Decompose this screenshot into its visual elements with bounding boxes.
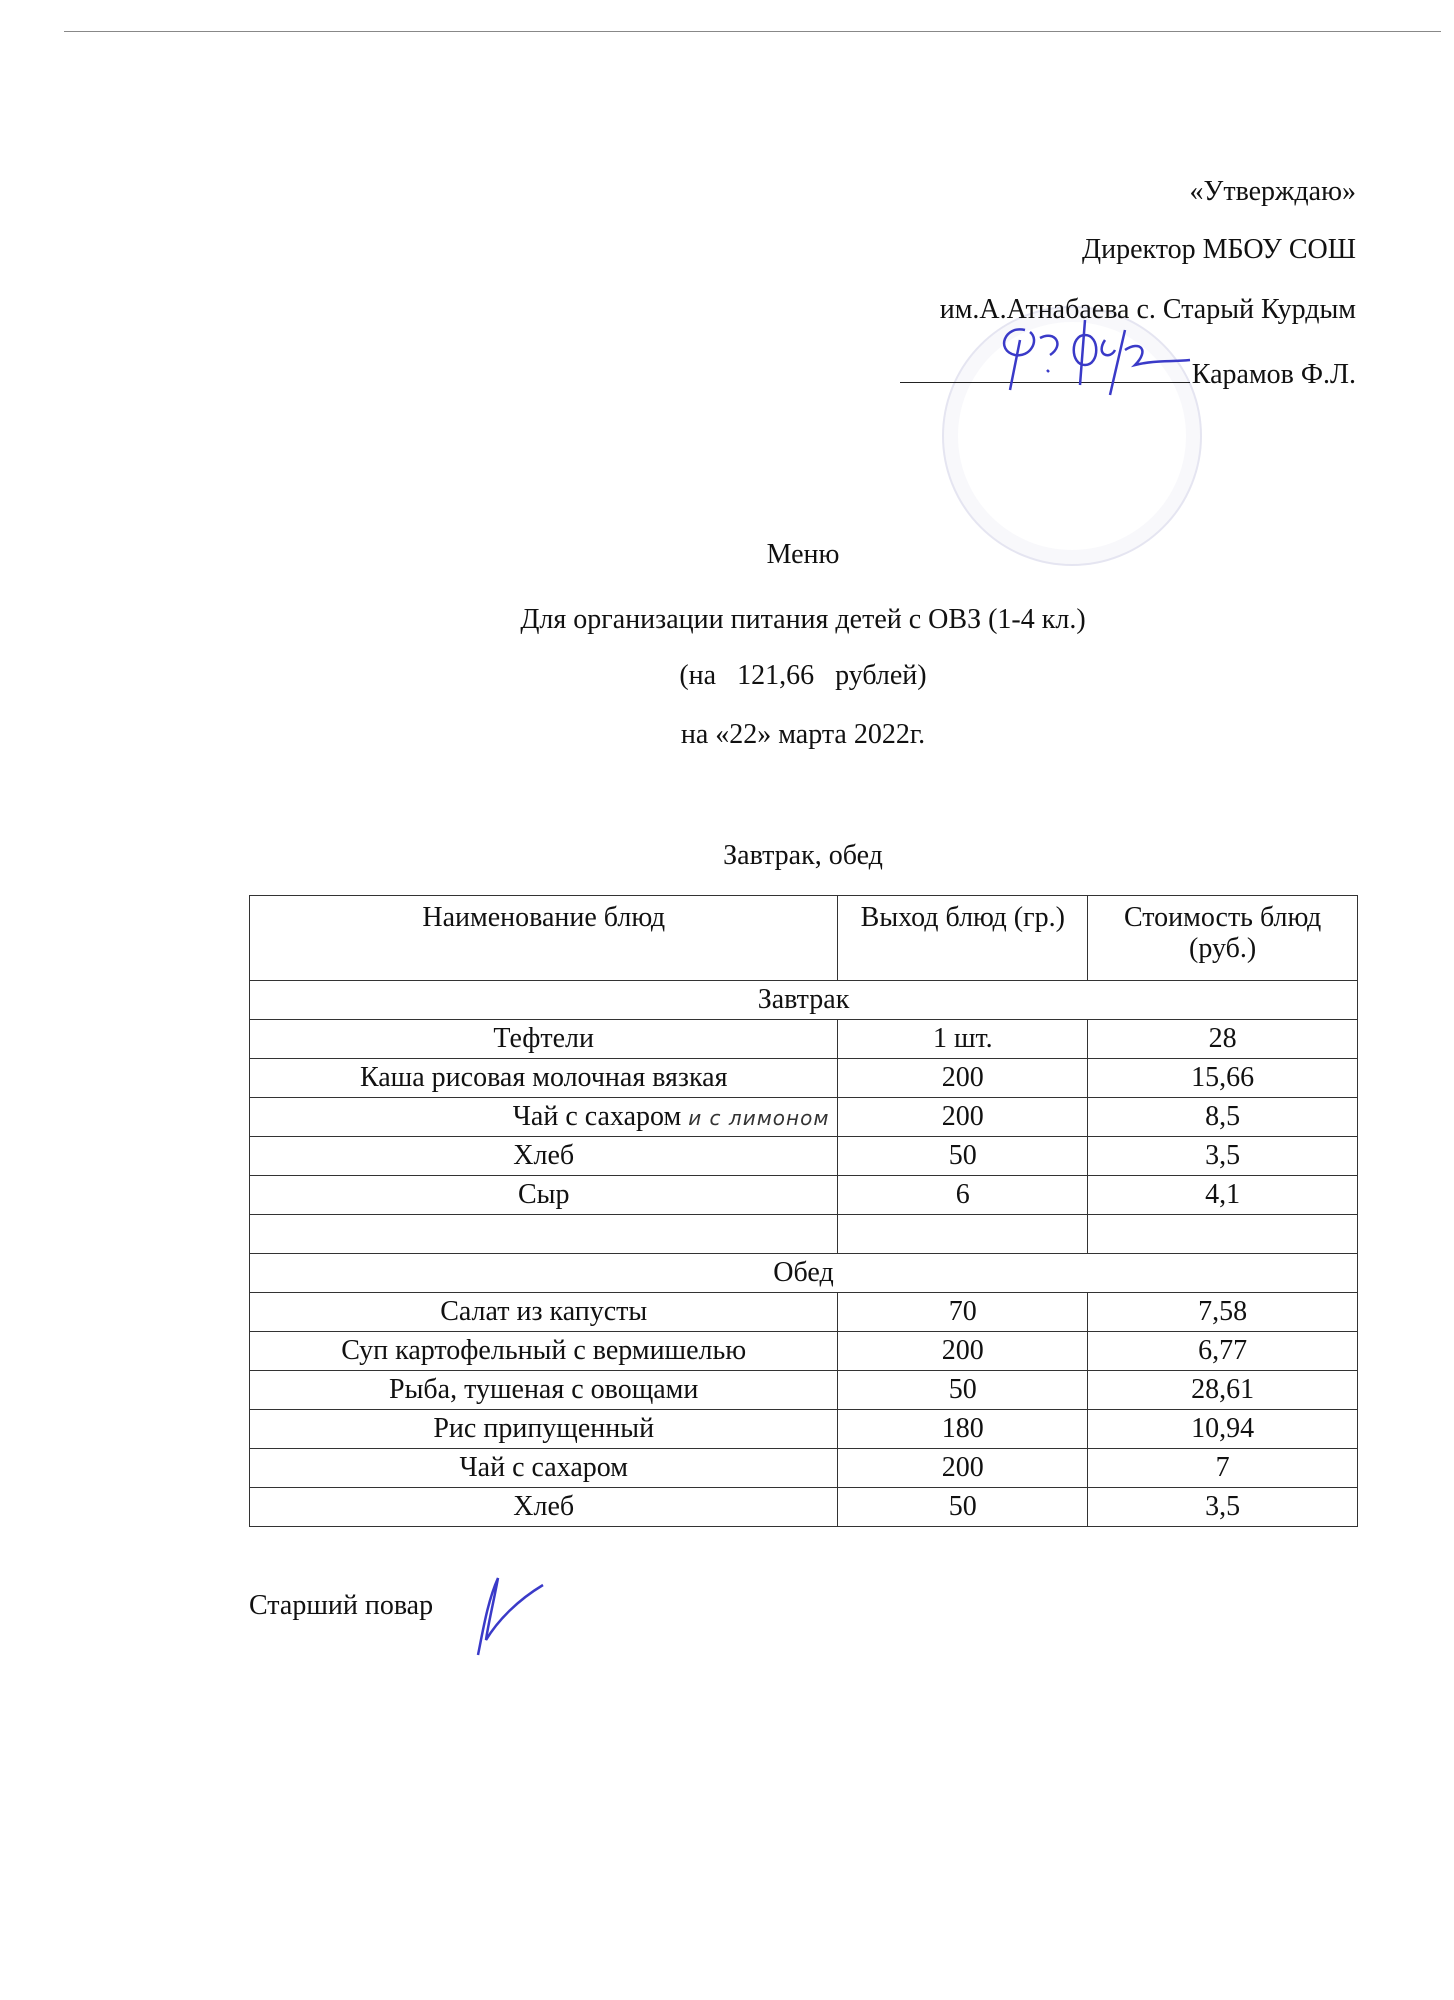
dish-price: 28: [1087, 1019, 1358, 1059]
dish-price: 3,5: [1087, 1136, 1358, 1176]
dish-name: Рис припущенный: [248, 1409, 839, 1449]
section-row-lunch: Обед: [249, 1253, 1358, 1293]
meals-label: Завтрак, обед: [723, 840, 883, 871]
approval-title: «Утверждаю»: [1189, 176, 1356, 207]
dish-name: Каша рисовая молочная вязкая: [248, 1058, 839, 1098]
table-row: Тефтели 1 шт. 28: [248, 1019, 1358, 1059]
dish-price: 3,5: [1087, 1487, 1358, 1527]
menu-subtitle: Для организации питания детей с ОВЗ (1-4…: [520, 604, 1086, 635]
director-signature: [1003, 319, 1191, 396]
table-row: Чай с сахаром 200 7: [248, 1448, 1358, 1488]
dish-name: Сыр: [248, 1175, 839, 1215]
dish-weight: 70: [837, 1292, 1089, 1332]
dish-name: Чай с сахаром: [248, 1448, 839, 1488]
table-row: Хлеб 50 3,5: [248, 1136, 1358, 1176]
table-row: Салат из капусты 70 7,58: [248, 1292, 1358, 1332]
table-row: Рис припущенный 180 10,94: [248, 1409, 1358, 1449]
dish-name: Тефтели: [248, 1019, 839, 1059]
handwritten-note: и с лимоном: [688, 1105, 830, 1130]
dish-name: Чай с сахаром: [512, 1100, 682, 1132]
approval-signature-line: Карамов Ф.Л.: [899, 356, 1356, 391]
approval-name: Карамов Ф.Л.: [1191, 359, 1356, 390]
dish-weight: 200: [837, 1448, 1089, 1488]
dish-price: 7: [1087, 1448, 1358, 1488]
cook-signature: [476, 1577, 544, 1656]
section-breakfast: Завтрак: [249, 980, 1358, 1020]
section-row-breakfast: Завтрак: [249, 980, 1358, 1020]
dish-weight: 50: [837, 1370, 1089, 1410]
menu-table: Наименование блюд Выход блюд (гр.) Стоим…: [248, 895, 1358, 1527]
dish-weight: 200: [837, 1058, 1089, 1098]
table-row: Хлеб 50 3,5: [248, 1487, 1358, 1527]
dish-weight: 50: [837, 1136, 1089, 1176]
empty-cell: [248, 1214, 839, 1254]
dish-price: 8,5: [1087, 1097, 1358, 1137]
dish-price: 6,77: [1087, 1331, 1358, 1371]
table-row: Суп картофельный с вермишелью 200 6,77: [248, 1331, 1358, 1371]
dish-name: Хлеб: [248, 1136, 839, 1176]
table-row: Рыба, тушеная с овощами 50 28,61: [248, 1370, 1358, 1410]
empty-cell: [837, 1214, 1089, 1254]
menu-amount: (на 121,66 рублей): [679, 660, 927, 691]
table-row: Чай с сахаром и с лимоном 200 8,5: [248, 1097, 1358, 1137]
dish-price: 28,61: [1087, 1370, 1358, 1410]
dish-price: 10,94: [1087, 1409, 1358, 1449]
dish-weight: 50: [837, 1487, 1089, 1527]
approval-school: им.А.Атнабаева с. Старый Курдым: [939, 294, 1356, 325]
cook-label: Старший повар: [249, 1590, 434, 1621]
signature-line: [899, 356, 1190, 383]
stamp-seal: [942, 306, 1202, 566]
menu-title: Меню: [766, 539, 840, 570]
section-lunch: Обед: [249, 1253, 1358, 1293]
dish-weight: 200: [837, 1331, 1089, 1371]
dish-weight: 1 шт.: [837, 1019, 1089, 1059]
table-row: Каша рисовая молочная вязкая 200 15,66: [248, 1058, 1358, 1098]
dish-weight: 180: [837, 1409, 1089, 1449]
menu-date: на «22» марта 2022г.: [680, 719, 926, 750]
approval-position: Директор МБОУ СОШ: [1081, 234, 1356, 265]
table-header: Наименование блюд Выход блюд (гр.) Стоим…: [248, 895, 1358, 981]
empty-row: [248, 1214, 1358, 1254]
top-rule: [64, 31, 1441, 32]
header-dish: Наименование блюд: [248, 895, 839, 981]
dish-weight: 6: [837, 1175, 1089, 1215]
dish-name: Рыба, тушеная с овощами: [248, 1370, 839, 1410]
table-row: Сыр 6 4,1: [248, 1175, 1358, 1215]
header-price: Стоимость блюд (руб.): [1087, 895, 1358, 981]
dish-name: Суп картофельный с вермишелью: [248, 1331, 839, 1371]
dish-weight: 200: [837, 1097, 1089, 1137]
dish-name: Хлеб: [248, 1487, 839, 1527]
dish-price: 15,66: [1087, 1058, 1358, 1098]
header-weight: Выход блюд (гр.): [837, 895, 1089, 981]
empty-cell: [1087, 1214, 1358, 1254]
dish-price: 7,58: [1087, 1292, 1358, 1332]
dish-name: Салат из капусты: [248, 1292, 839, 1332]
dish-name-cell: Чай с сахаром и с лимоном: [248, 1097, 839, 1137]
dish-price: 4,1: [1087, 1175, 1358, 1215]
